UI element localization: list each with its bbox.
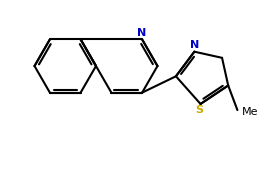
Text: N: N: [138, 28, 147, 38]
Text: S: S: [195, 106, 203, 115]
Text: Me: Me: [242, 107, 258, 117]
Text: N: N: [190, 40, 199, 50]
